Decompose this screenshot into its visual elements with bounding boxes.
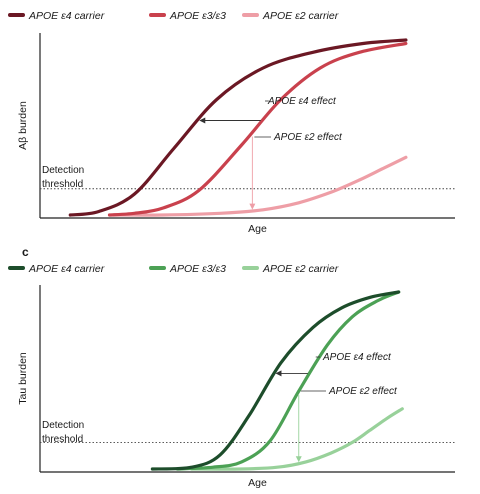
series-line xyxy=(190,407,404,471)
threshold-label: threshold xyxy=(42,179,83,190)
e2-effect-arrowhead xyxy=(295,456,302,463)
legend-label: APOE ε4 carrier xyxy=(28,263,105,275)
series-line xyxy=(150,290,401,471)
e2-effect-label: APOE ε2 effect xyxy=(273,132,343,143)
e2-effect-arrowhead xyxy=(249,203,256,210)
series-line xyxy=(107,41,408,217)
e4-effect-label: APOE ε4 effect xyxy=(267,96,337,107)
e4-effect-arrowhead xyxy=(199,117,206,124)
legend-label: APOE ε4 carrier xyxy=(28,10,105,22)
legend-label: APOE ε3/ε3 xyxy=(169,263,226,275)
y-axis-label: Tau burden xyxy=(17,352,29,405)
e4-effect-arrowhead xyxy=(275,370,282,377)
legend-label: APOE ε3/ε3 xyxy=(169,10,226,22)
threshold-label: Detection xyxy=(42,165,84,176)
series-line xyxy=(175,290,401,471)
legend-label: APOE ε2 carrier xyxy=(262,263,339,275)
e2-effect-label: APOE ε2 effect xyxy=(328,386,398,397)
series-line xyxy=(68,38,408,217)
threshold-label: Detection xyxy=(42,420,84,431)
y-axis-label: Aβ burden xyxy=(17,101,29,150)
legend-label: APOE ε2 carrier xyxy=(262,10,339,22)
series-line xyxy=(111,155,408,217)
threshold-label: threshold xyxy=(42,434,83,445)
panel-label: c xyxy=(22,245,29,259)
x-axis-label: Age xyxy=(248,477,267,489)
e4-effect-label: APOE ε4 effect xyxy=(322,352,392,363)
x-axis-label: Age xyxy=(248,223,267,235)
